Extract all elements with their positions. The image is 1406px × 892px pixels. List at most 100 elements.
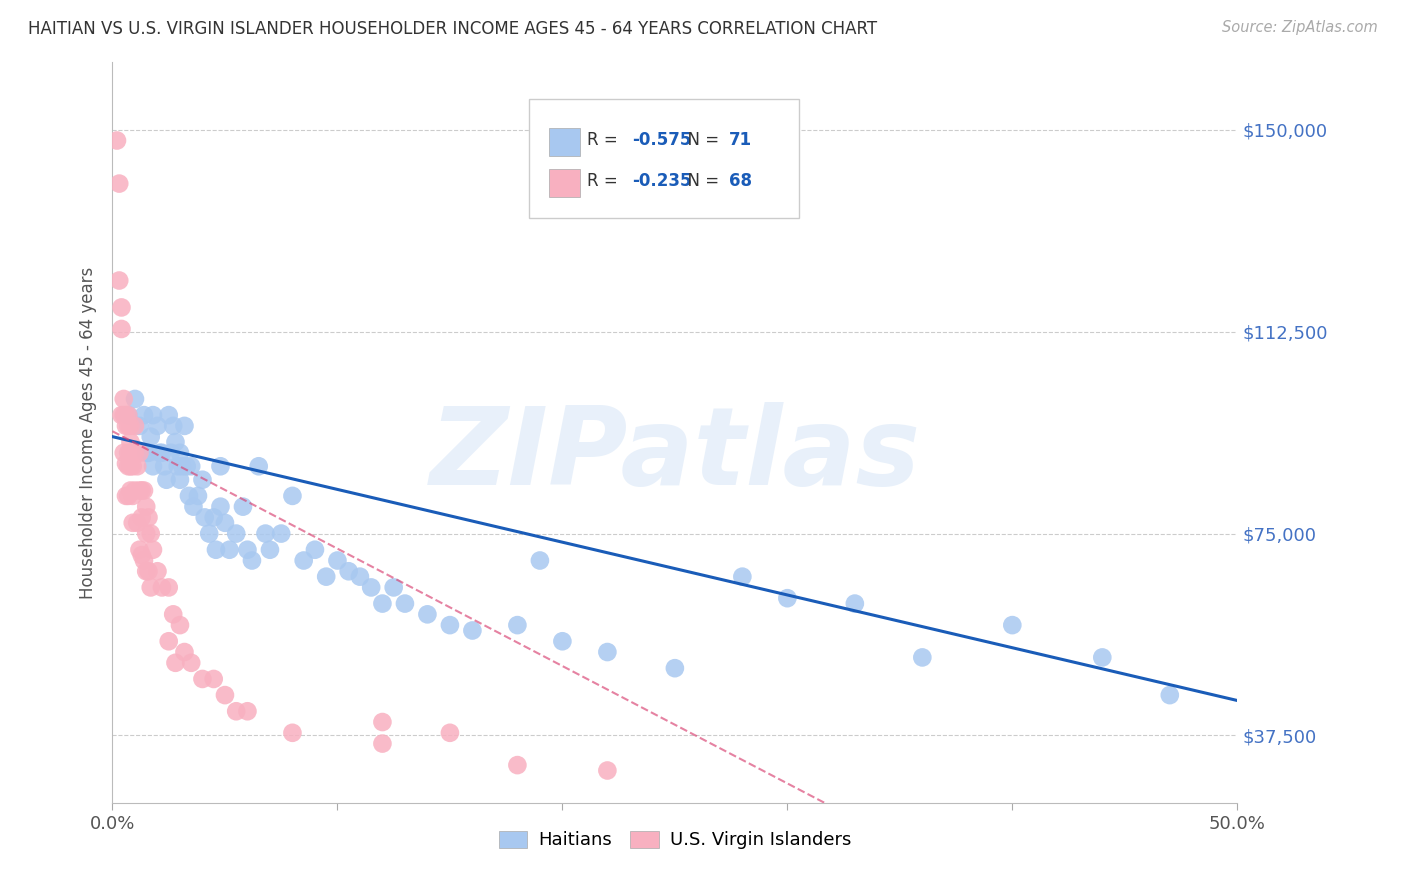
Point — [108, 273, 131, 287]
Point — [153, 459, 176, 474]
Point — [461, 624, 484, 638]
Point — [112, 446, 135, 460]
Point — [121, 489, 143, 503]
Point — [142, 459, 165, 474]
Point — [135, 564, 157, 578]
Point — [120, 418, 142, 433]
FancyBboxPatch shape — [548, 128, 581, 156]
Point — [131, 510, 153, 524]
Text: R =: R = — [588, 172, 623, 190]
Point — [115, 408, 138, 422]
Point — [844, 597, 866, 611]
Point — [371, 714, 394, 729]
Point — [439, 726, 461, 740]
Point — [131, 548, 153, 562]
Point — [214, 516, 236, 530]
Point — [205, 542, 228, 557]
Point — [115, 457, 138, 471]
Point — [315, 569, 337, 583]
Point — [202, 672, 225, 686]
Point — [214, 688, 236, 702]
Point — [112, 408, 135, 422]
Point — [155, 473, 177, 487]
Text: 71: 71 — [728, 131, 752, 149]
Point — [121, 516, 143, 530]
Point — [142, 408, 165, 422]
Point — [187, 489, 209, 503]
Text: R =: R = — [588, 131, 623, 149]
Point — [349, 569, 371, 583]
Point — [172, 459, 194, 474]
Point — [416, 607, 439, 622]
Point — [124, 392, 146, 406]
Point — [124, 483, 146, 498]
Point — [281, 726, 304, 740]
Point — [138, 510, 160, 524]
Point — [105, 134, 128, 148]
Point — [236, 542, 259, 557]
Point — [394, 597, 416, 611]
Point — [191, 672, 214, 686]
Point — [120, 459, 142, 474]
Point — [360, 581, 382, 595]
Point — [337, 564, 360, 578]
Point — [117, 418, 139, 433]
Point — [138, 446, 160, 460]
Point — [162, 607, 184, 622]
Point — [117, 408, 139, 422]
Point — [139, 526, 162, 541]
Point — [142, 542, 165, 557]
Point — [124, 418, 146, 433]
Point — [139, 430, 162, 444]
Point — [132, 408, 155, 422]
Point — [506, 618, 529, 632]
Text: 68: 68 — [728, 172, 752, 190]
Text: N =: N = — [678, 131, 724, 149]
Point — [173, 645, 195, 659]
Point — [270, 526, 292, 541]
Point — [281, 489, 304, 503]
Point — [115, 489, 138, 503]
Point — [146, 418, 169, 433]
Point — [110, 408, 132, 422]
Point — [371, 737, 394, 751]
Point — [183, 500, 205, 514]
Point — [127, 516, 149, 530]
Point — [596, 645, 619, 659]
Point — [121, 459, 143, 474]
Point — [112, 392, 135, 406]
Point — [115, 418, 138, 433]
Point — [382, 581, 405, 595]
Point — [225, 704, 247, 718]
Point — [110, 322, 132, 336]
Text: -0.575: -0.575 — [633, 131, 692, 149]
Point — [149, 446, 172, 460]
Point — [150, 581, 173, 595]
Point — [120, 446, 142, 460]
Point — [247, 459, 270, 474]
Point — [664, 661, 686, 675]
Point — [146, 564, 169, 578]
Point — [259, 542, 281, 557]
Point — [177, 489, 200, 503]
Point — [128, 418, 150, 433]
Y-axis label: Householder Income Ages 45 - 64 years: Householder Income Ages 45 - 64 years — [79, 267, 97, 599]
Text: N =: N = — [678, 172, 724, 190]
Point — [371, 597, 394, 611]
Point — [225, 526, 247, 541]
Point — [157, 408, 180, 422]
Point — [731, 569, 754, 583]
Point — [117, 459, 139, 474]
Point — [304, 542, 326, 557]
Point — [128, 542, 150, 557]
Point — [209, 459, 232, 474]
Point — [117, 489, 139, 503]
Point — [1159, 688, 1181, 702]
Point — [157, 634, 180, 648]
Point — [150, 446, 173, 460]
Point — [138, 564, 160, 578]
Point — [110, 301, 132, 315]
Point — [135, 500, 157, 514]
Point — [596, 764, 619, 778]
Point — [1091, 650, 1114, 665]
